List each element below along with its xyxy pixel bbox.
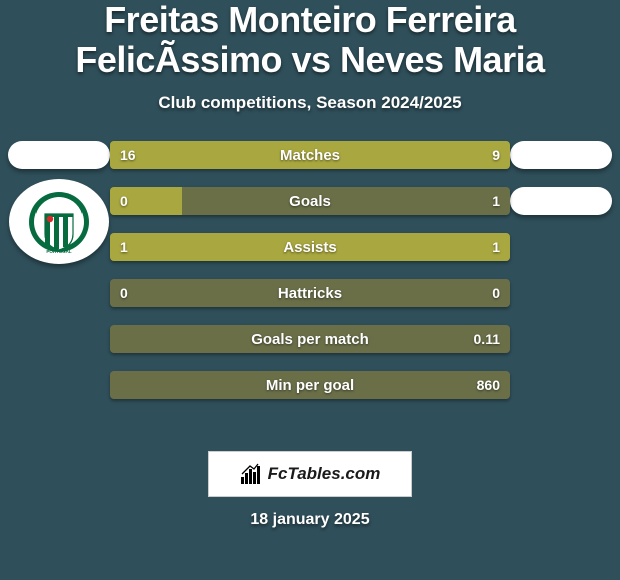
stat-row: Hattricks0 0 [110, 279, 510, 307]
svg-text:PORTUGAL: PORTUGAL [46, 249, 72, 254]
page-title: Freitas Monteiro Ferreira FelicÃssimo vs… [0, 0, 620, 79]
bar-label: Goals per match [110, 325, 510, 353]
bar-value-right: 1 [492, 233, 500, 261]
bar-value-left: 0 [120, 279, 128, 307]
player-left-column: SCP PORTUGAL [4, 141, 114, 264]
player-right-column [506, 141, 616, 215]
bar-value-left: 0 [120, 187, 128, 215]
stat-row: Matches16 9 [110, 141, 510, 169]
bar-value-right: 0 [492, 279, 500, 307]
comparison-card: Freitas Monteiro Ferreira FelicÃssimo vs… [0, 0, 620, 580]
brand-text: FcTables.com [268, 464, 381, 484]
date-line: 18 january 2025 [0, 511, 620, 529]
stat-row: Assists1 1 [110, 233, 510, 261]
player-left-crest: SCP PORTUGAL [9, 179, 109, 264]
bar-label: Assists [110, 233, 510, 261]
player-left-pill [8, 141, 110, 169]
bar-label: Matches [110, 141, 510, 169]
player-right-pill-1 [510, 141, 612, 169]
stat-row: Goals per match0.11 [110, 325, 510, 353]
bar-value-left: 1 [120, 233, 128, 261]
player-right-pill-2 [510, 187, 612, 215]
subtitle: Club competitions, Season 2024/2025 [0, 93, 620, 113]
bar-value-left: 16 [120, 141, 136, 169]
stat-bars: Matches169Goals01Assists11Hattricks00Goa… [110, 141, 510, 399]
stat-row: Min per goal860 [110, 371, 510, 399]
scp-crest-icon: SCP PORTUGAL [28, 190, 90, 254]
svg-text:SCP: SCP [50, 200, 69, 210]
fctables-logo-icon [240, 463, 262, 485]
bar-label: Min per goal [110, 371, 510, 399]
compare-area: SCP PORTUGAL Matches169Goals01Assists11H… [0, 141, 620, 431]
bar-value-right: 860 [477, 371, 500, 399]
bar-label: Hattricks [110, 279, 510, 307]
bar-value-right: 0.11 [474, 325, 500, 353]
bar-value-right: 9 [492, 141, 500, 169]
bar-label: Goals [110, 187, 510, 215]
bar-value-right: 1 [492, 187, 500, 215]
stat-row: Goals0 1 [110, 187, 510, 215]
brand-footer: FcTables.com [208, 451, 412, 497]
